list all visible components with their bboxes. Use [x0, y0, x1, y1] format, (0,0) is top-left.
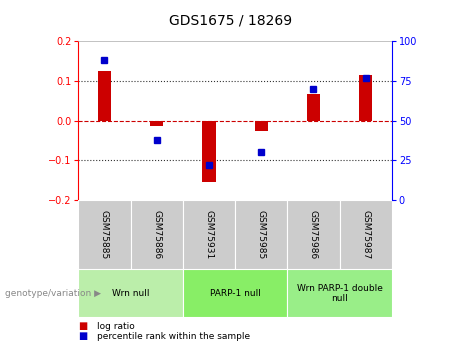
Bar	[307, 94, 320, 121]
Text: log ratio: log ratio	[97, 322, 135, 331]
Text: GSM75986: GSM75986	[309, 210, 318, 259]
Text: GSM75886: GSM75886	[152, 210, 161, 259]
Bar	[130, 200, 183, 269]
Text: PARP-1 null: PARP-1 null	[210, 289, 260, 298]
Text: ■: ■	[78, 321, 88, 331]
Text: percentile rank within the sample: percentile rank within the sample	[97, 332, 250, 341]
Bar	[254, 121, 268, 131]
Bar	[150, 121, 163, 126]
Bar	[78, 269, 183, 317]
Bar	[202, 121, 216, 182]
Text: GDS1675 / 18269: GDS1675 / 18269	[169, 14, 292, 28]
Text: GSM75931: GSM75931	[205, 210, 213, 259]
Text: GSM75885: GSM75885	[100, 210, 109, 259]
Bar	[287, 269, 392, 317]
Bar	[183, 200, 235, 269]
Bar	[359, 75, 372, 121]
Bar	[235, 200, 287, 269]
Text: Wrn null: Wrn null	[112, 289, 149, 298]
Bar	[183, 269, 287, 317]
Text: ■: ■	[78, 332, 88, 341]
Bar	[287, 200, 340, 269]
Text: genotype/variation ▶: genotype/variation ▶	[5, 289, 100, 298]
Text: GSM75985: GSM75985	[257, 210, 266, 259]
Bar	[340, 200, 392, 269]
Bar	[98, 71, 111, 121]
Bar	[78, 200, 130, 269]
Text: Wrn PARP-1 double
null: Wrn PARP-1 double null	[297, 284, 383, 303]
Text: GSM75987: GSM75987	[361, 210, 370, 259]
